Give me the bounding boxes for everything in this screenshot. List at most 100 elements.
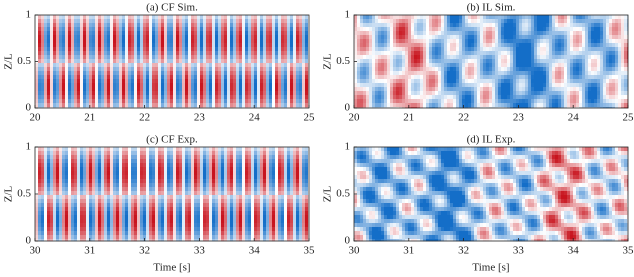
heatmap-texture xyxy=(47,75,50,79)
heatmap-texture xyxy=(176,95,179,99)
heatmap-texture xyxy=(570,43,573,47)
heatmap-texture xyxy=(408,47,411,51)
heatmap-texture xyxy=(453,39,456,43)
heatmap-texture xyxy=(540,35,543,39)
heatmap-texture xyxy=(236,67,239,71)
heatmap-texture xyxy=(74,187,77,191)
heatmap-texture xyxy=(284,47,287,51)
heatmap-texture xyxy=(567,63,570,67)
heatmap-texture xyxy=(95,235,98,239)
heatmap-texture xyxy=(564,103,567,107)
heatmap-texture xyxy=(570,51,573,55)
heatmap-texture xyxy=(107,39,110,43)
heatmap-texture xyxy=(600,27,603,31)
heatmap-texture xyxy=(107,83,110,87)
heatmap-texture xyxy=(585,71,588,75)
heatmap-texture xyxy=(119,67,122,71)
heatmap-texture xyxy=(272,27,275,31)
heatmap-texture xyxy=(146,71,149,75)
heatmap-texture xyxy=(477,59,480,63)
heatmap-texture xyxy=(465,99,468,103)
heatmap-texture xyxy=(564,59,567,63)
heatmap-texture xyxy=(504,43,507,47)
heatmap-texture xyxy=(378,23,381,27)
heatmap-texture xyxy=(254,39,257,43)
heatmap-texture xyxy=(50,71,53,75)
heatmap-texture xyxy=(86,207,89,211)
heatmap-texture xyxy=(50,151,53,155)
heatmap-texture xyxy=(408,63,411,67)
heatmap-texture xyxy=(405,15,408,19)
heatmap-texture xyxy=(50,91,53,95)
heatmap-texture xyxy=(128,43,131,47)
heatmap-texture xyxy=(396,87,399,91)
heatmap-texture xyxy=(77,43,80,47)
heatmap-texture xyxy=(384,95,387,99)
heatmap-texture xyxy=(402,31,405,35)
heatmap-texture xyxy=(140,19,143,23)
heatmap-texture xyxy=(302,91,305,95)
heatmap-texture xyxy=(104,35,107,39)
heatmap-texture xyxy=(188,83,191,87)
heatmap-texture xyxy=(519,51,522,55)
heatmap-texture xyxy=(95,175,98,179)
heatmap-texture xyxy=(116,87,119,91)
heatmap-texture xyxy=(387,99,390,103)
heatmap-texture xyxy=(59,59,62,63)
heatmap-texture xyxy=(606,19,609,23)
heatmap-texture xyxy=(525,95,528,99)
heatmap-texture xyxy=(564,99,567,103)
heatmap-texture xyxy=(71,91,74,95)
heatmap-texture xyxy=(537,71,540,75)
heatmap-texture xyxy=(576,51,579,55)
heatmap-texture xyxy=(555,79,558,83)
heatmap-texture xyxy=(95,151,98,155)
heatmap-texture xyxy=(86,55,89,59)
heatmap-texture xyxy=(134,79,137,83)
heatmap-texture xyxy=(564,31,567,35)
heatmap-texture xyxy=(381,55,384,59)
heatmap-texture xyxy=(200,71,203,75)
heatmap-texture xyxy=(290,83,293,87)
heatmap-texture xyxy=(522,15,525,19)
heatmap-texture xyxy=(140,23,143,27)
heatmap-texture xyxy=(257,39,260,43)
heatmap-texture xyxy=(420,87,423,91)
heatmap-texture xyxy=(495,15,498,19)
heatmap-texture xyxy=(519,43,522,47)
heatmap-texture xyxy=(624,75,627,79)
heatmap-texture xyxy=(363,67,366,71)
heatmap-texture xyxy=(573,79,576,83)
heatmap-texture xyxy=(104,23,107,27)
heatmap-texture xyxy=(447,83,450,87)
heatmap-texture xyxy=(191,83,194,87)
heatmap-texture xyxy=(152,87,155,91)
heatmap-texture xyxy=(152,75,155,79)
heatmap-texture xyxy=(149,87,152,91)
heatmap-texture xyxy=(284,95,287,99)
heatmap-texture xyxy=(552,71,555,75)
heatmap-texture xyxy=(519,27,522,31)
heatmap-texture xyxy=(299,35,302,39)
heatmap-texture xyxy=(375,67,378,71)
heatmap-texture xyxy=(278,27,281,31)
heatmap-texture xyxy=(462,67,465,71)
heatmap-texture xyxy=(176,103,179,107)
heatmap-texture xyxy=(299,103,302,107)
heatmap-texture xyxy=(212,39,215,43)
heatmap-texture xyxy=(56,167,59,171)
heatmap-texture xyxy=(567,87,570,91)
heatmap-texture xyxy=(230,39,233,43)
heatmap-texture xyxy=(47,183,50,187)
heatmap-texture xyxy=(612,103,615,107)
heatmap-texture xyxy=(290,95,293,99)
heatmap-texture xyxy=(44,95,47,99)
heatmap-texture xyxy=(438,67,441,71)
heatmap-texture xyxy=(549,71,552,75)
heatmap-texture xyxy=(393,67,396,71)
heatmap-texture xyxy=(65,231,68,235)
heatmap-texture xyxy=(522,99,525,103)
heatmap-texture xyxy=(423,19,426,23)
heatmap-texture xyxy=(44,167,47,171)
heatmap-texture xyxy=(71,159,74,163)
